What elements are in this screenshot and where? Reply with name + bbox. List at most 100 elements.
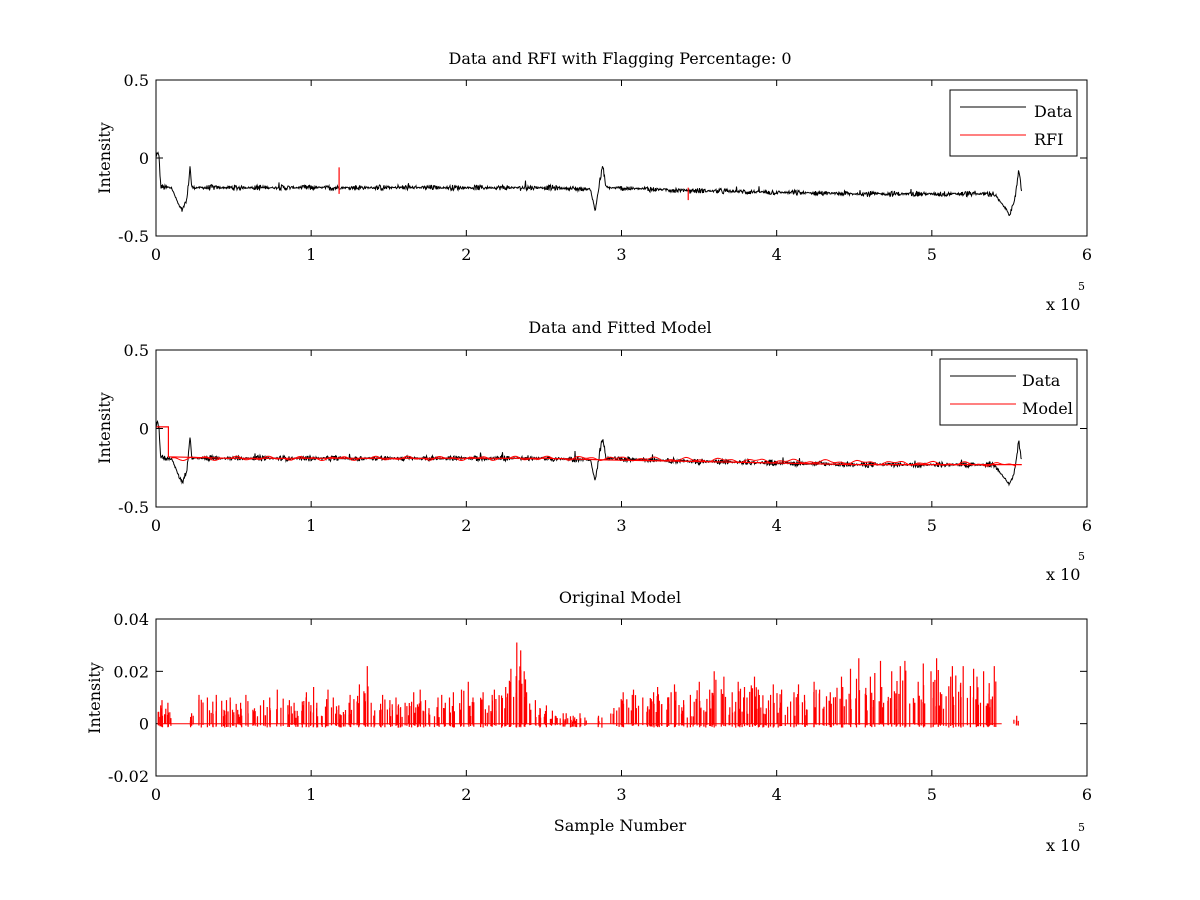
spike-39: [470, 697, 475, 727]
spike-99: [942, 676, 952, 728]
y-tick-label: 0: [139, 149, 149, 168]
spike-46: [519, 650, 527, 727]
spike-31: [407, 692, 417, 728]
spike-35: [441, 694, 446, 727]
spike-60: [642, 697, 649, 727]
spike-33: [423, 700, 431, 728]
spike-105: [990, 666, 997, 727]
spike-8: [229, 697, 237, 728]
spike-102: [966, 668, 975, 728]
y-tick-label: 0.02: [113, 662, 149, 681]
spike-69: [711, 671, 717, 728]
spike-82: [813, 681, 820, 728]
spike-64: [673, 684, 680, 728]
x-tick-label: 4: [772, 785, 782, 804]
x-tick-label: 5: [927, 785, 937, 804]
spike-11: [252, 705, 262, 727]
spike-106: [1013, 715, 1019, 726]
spike-29: [395, 697, 400, 728]
spike-94: [904, 660, 911, 728]
spike-84: [828, 692, 835, 728]
spike-17: [301, 692, 307, 728]
y-axis-label: Intensity: [95, 122, 114, 194]
x-multiplier-base: x 10: [1046, 836, 1080, 855]
spike-47: [524, 692, 532, 727]
x-multiplier: x 10 5: [1046, 280, 1085, 314]
spike-18: [308, 687, 315, 728]
spike-22: [338, 705, 347, 728]
y-tick-label: 0.5: [124, 341, 149, 360]
spike-68: [703, 689, 712, 728]
x-tick-label: 1: [306, 516, 316, 535]
chart-panel-original-model: Original Model Intensity Sample Number 0…: [85, 588, 1092, 855]
spike-62: [656, 687, 663, 728]
spike-49: [539, 705, 547, 728]
spike-79: [790, 692, 796, 728]
x-tick-label: 6: [1082, 785, 1092, 804]
x-tick-label: 3: [616, 245, 626, 264]
spike-14: [276, 689, 284, 727]
x-tick-label: 1: [306, 245, 316, 264]
spike-43: [501, 687, 509, 728]
chart-panel-rfi: Data and RFI with Flagging Percentage: 0…: [95, 49, 1092, 314]
spike-54: [579, 713, 587, 728]
spike-88: [858, 658, 867, 728]
legend: Data Model: [939, 358, 1078, 426]
spike-16: [291, 702, 299, 727]
x-tick-label: 6: [1082, 245, 1092, 264]
x-multiplier-exponent: 5: [1078, 550, 1085, 563]
spike-57: [618, 692, 625, 728]
legend-label-data: Data: [1034, 102, 1073, 121]
x-tick-label: 3: [616, 785, 626, 804]
spike-76: [764, 694, 772, 728]
spike-15: [287, 700, 292, 727]
spike-98: [936, 658, 943, 727]
spike-42: [493, 689, 500, 726]
y-tick-label: 0.5: [124, 71, 149, 90]
spike-5: [206, 697, 214, 728]
series-group: [156, 151, 1022, 216]
spike-19: [316, 702, 323, 728]
x-multiplier-exponent: 5: [1078, 821, 1085, 834]
spike-65: [680, 700, 688, 728]
y-tick-label: -0.02: [108, 767, 149, 786]
chart-title: Data and Fitted Model: [528, 318, 711, 337]
spike-13: [269, 697, 271, 728]
spike-55: [597, 715, 603, 728]
x-multiplier-exponent: 5: [1078, 280, 1085, 293]
spike-63: [666, 692, 672, 727]
spike-41: [486, 694, 493, 727]
spike-40: [480, 692, 486, 728]
series-data-line: [156, 151, 1022, 216]
y-tick-label: 0: [139, 715, 149, 734]
series-layer: [157, 642, 1019, 728]
x-tick-label: 2: [461, 245, 471, 264]
spike-90: [874, 660, 882, 727]
spike-59: [632, 689, 640, 727]
y-tick-label: 0: [139, 420, 149, 439]
legend-label-data: Data: [1022, 371, 1061, 390]
x-tick-label: 3: [616, 516, 626, 535]
x-multiplier-base: x 10: [1046, 295, 1080, 314]
spike-27: [379, 694, 386, 728]
spike-36: [448, 692, 455, 728]
series-layer: [156, 420, 1022, 487]
series-model-detail: [171, 455, 1017, 467]
spike-80: [795, 684, 803, 727]
axes-frame: [155, 349, 1088, 508]
x-tick-label: 6: [1082, 516, 1092, 535]
spike-20: [324, 689, 329, 728]
spike-91: [881, 687, 889, 727]
y-tick-label: -0.5: [118, 498, 149, 517]
spike-48: [534, 700, 541, 728]
spike-53: [570, 715, 578, 728]
spike-23: [348, 694, 353, 728]
spike-3: [189, 713, 194, 728]
x-tick-label: 0: [151, 516, 161, 535]
spike-92: [889, 671, 897, 727]
legend-label-model: Model: [1022, 399, 1073, 418]
chart-title: Data and RFI with Flagging Percentage: 0: [448, 49, 791, 68]
spike-77: [772, 684, 782, 728]
spike-72: [734, 681, 742, 728]
spike-56: [610, 708, 618, 726]
